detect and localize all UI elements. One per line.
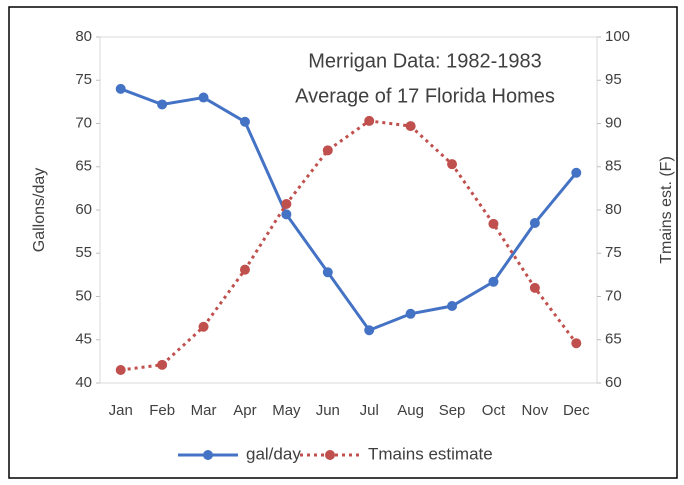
point xyxy=(405,308,416,319)
point xyxy=(322,145,333,156)
y-tick-label: 40 xyxy=(75,374,92,391)
legend-marker xyxy=(203,450,213,460)
legend-label: gal/day xyxy=(246,444,301,463)
x-tick-label: May xyxy=(272,402,301,419)
y-tick-label: 70 xyxy=(75,114,92,131)
y-axis-label: Gallons/day xyxy=(31,168,48,253)
x-tick-label: Sep xyxy=(439,402,466,419)
y2-tick-label: 90 xyxy=(605,114,622,131)
y-tick-label: 80 xyxy=(75,28,92,45)
point xyxy=(322,267,333,278)
point xyxy=(405,121,416,132)
point xyxy=(115,83,126,94)
point xyxy=(529,217,540,228)
y2-tick-label: 65 xyxy=(605,331,622,348)
x-tick-label: Apr xyxy=(233,402,256,419)
point xyxy=(281,209,292,220)
point xyxy=(281,198,292,209)
x-tick-label: Oct xyxy=(482,402,506,419)
y2-axis-label: Tmains est. (F) xyxy=(658,156,675,264)
x-tick-label: Mar xyxy=(191,402,217,419)
point xyxy=(529,282,540,293)
point xyxy=(447,301,458,312)
point xyxy=(364,325,375,336)
x-tick-label: Feb xyxy=(149,402,175,419)
point xyxy=(198,92,209,103)
y2-tick-label: 85 xyxy=(605,158,622,175)
y2-tick-label: 75 xyxy=(605,244,622,261)
point xyxy=(239,264,250,275)
point xyxy=(364,115,375,126)
point xyxy=(488,218,499,229)
x-tick-label: Jul xyxy=(360,402,379,419)
legend-label: Tmains estimate xyxy=(368,444,493,463)
y2-tick-label: 100 xyxy=(605,28,630,45)
point xyxy=(447,159,458,170)
chart-title: Merrigan Data: 1982-1983 xyxy=(308,50,541,72)
series-line xyxy=(120,87,578,333)
x-tick-label: Jun xyxy=(316,402,340,419)
point xyxy=(488,276,499,287)
y-tick-label: 60 xyxy=(75,201,92,218)
point xyxy=(198,321,209,332)
point xyxy=(157,359,168,370)
point xyxy=(115,365,126,376)
y2-tick-label: 95 xyxy=(605,71,622,88)
x-tick-label: Dec xyxy=(563,402,590,419)
x-tick-label: Aug xyxy=(397,402,424,419)
point xyxy=(571,338,582,349)
point xyxy=(571,167,582,178)
x-tick-label: Nov xyxy=(522,402,549,419)
y-tick-label: 75 xyxy=(75,71,92,88)
legend-marker xyxy=(325,450,335,460)
y2-tick-label: 80 xyxy=(605,201,622,218)
chart-title: Average of 17 Florida Homes xyxy=(295,85,555,107)
y2-tick-label: 70 xyxy=(605,287,622,304)
x-tick-label: Jan xyxy=(109,402,133,419)
series-line xyxy=(120,119,578,372)
y-tick-label: 65 xyxy=(75,158,92,175)
point xyxy=(157,99,168,110)
y-tick-label: 50 xyxy=(75,287,92,304)
point xyxy=(239,116,250,127)
y2-tick-label: 60 xyxy=(605,374,622,391)
y-tick-label: 45 xyxy=(75,331,92,348)
y-tick-label: 55 xyxy=(75,244,92,261)
